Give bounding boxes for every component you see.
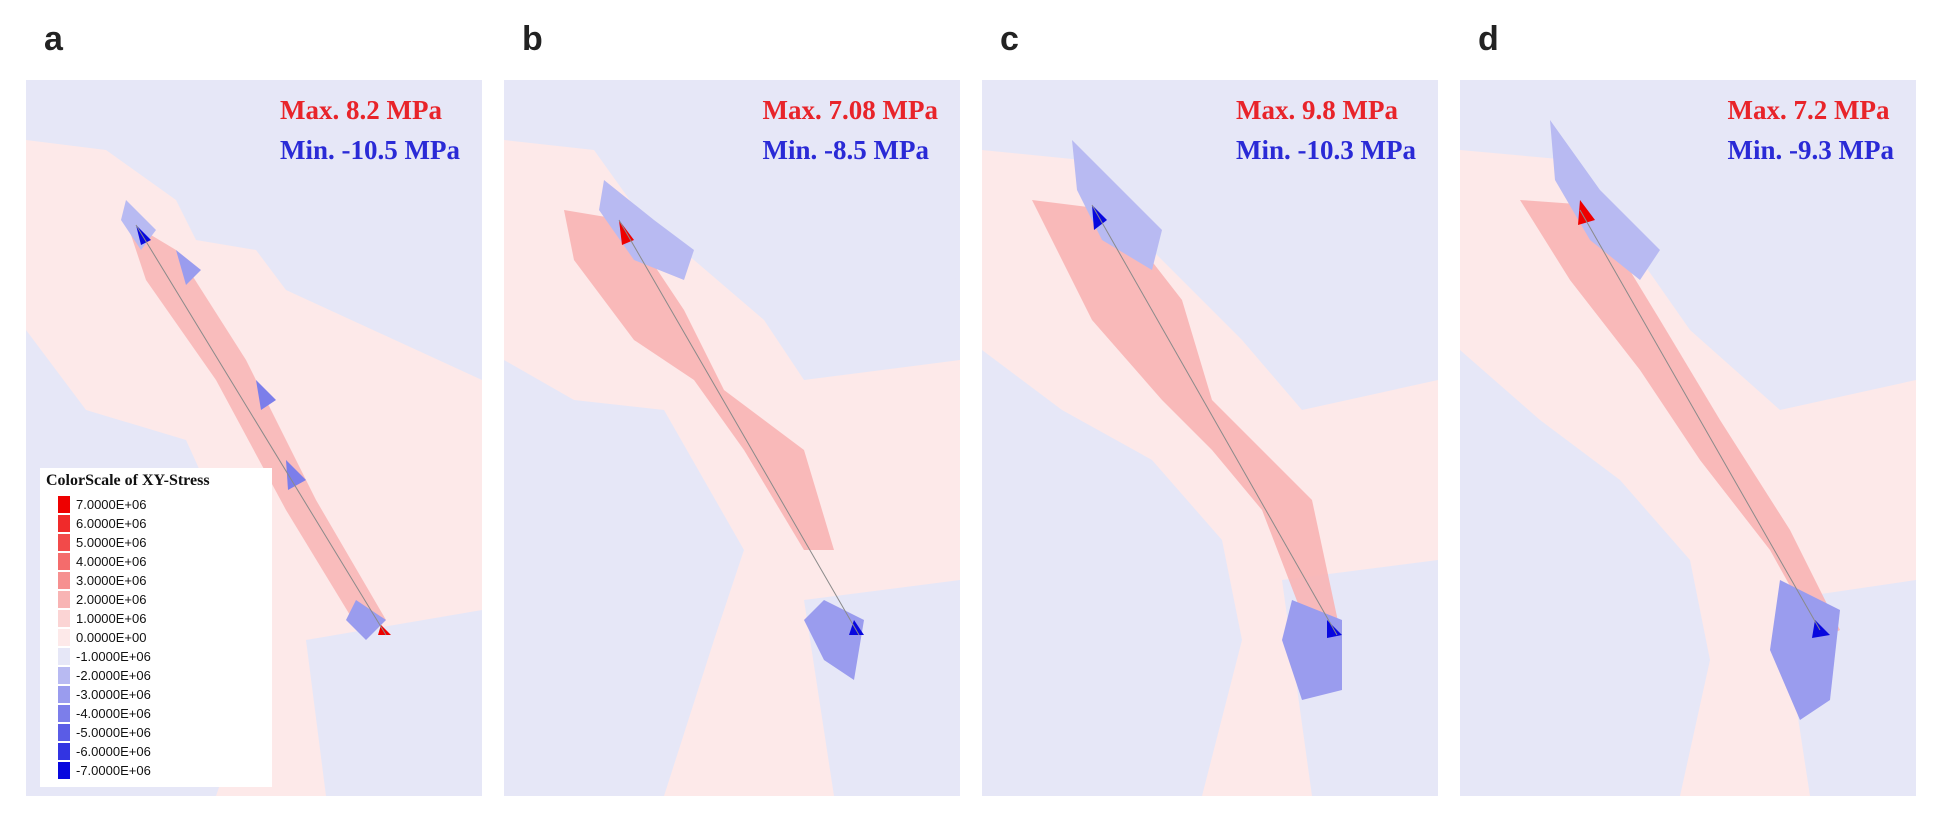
min-stress-label: Min. -10.3 MPa bbox=[1236, 135, 1416, 165]
legend-swatch bbox=[58, 648, 70, 665]
legend-swatch bbox=[58, 705, 70, 722]
max-stress-label: Max. 7.08 MPa bbox=[762, 95, 938, 125]
stress-map-panel-c: Max. 9.8 MPa Min. -10.3 MPa bbox=[982, 80, 1438, 796]
legend-swatch bbox=[58, 686, 70, 703]
color-scale-legend: ColorScale of XY-Stress 7.0000E+06 6.0000… bbox=[40, 468, 272, 787]
stress-field-c bbox=[982, 100, 1438, 796]
legend-swatch bbox=[58, 724, 70, 741]
panel-label-c: c bbox=[1000, 20, 1019, 58]
legend-swatch bbox=[58, 743, 70, 760]
stress-map-panel-a: Max. 8.2 MPa Min. -10.5 MPa ColorScale o… bbox=[26, 80, 482, 796]
legend-label: 6.0000E+06 bbox=[76, 516, 147, 531]
legend-swatch bbox=[58, 553, 70, 570]
legend-label: 4.0000E+06 bbox=[76, 554, 147, 569]
legend-label: -2.0000E+06 bbox=[76, 668, 151, 683]
legend-swatch bbox=[58, 572, 70, 589]
legend-label: -5.0000E+06 bbox=[76, 725, 151, 740]
legend-swatch bbox=[58, 534, 70, 551]
legend-label: -6.0000E+06 bbox=[76, 744, 151, 759]
stress-map-panel-b: Max. 7.08 MPa Min. -8.5 MPa bbox=[504, 80, 960, 796]
panel-label-d: d bbox=[1478, 20, 1499, 58]
min-stress-label: Min. -8.5 MPa bbox=[762, 135, 930, 165]
stress-map-panel-d: Max. 7.2 MPa Min. -9.3 MPa bbox=[1460, 80, 1916, 796]
max-stress-label: Max. 9.8 MPa bbox=[1236, 95, 1398, 125]
legend-swatch bbox=[58, 667, 70, 684]
legend-label: 3.0000E+06 bbox=[76, 573, 147, 588]
min-stress-label: Min. -10.5 MPa bbox=[280, 135, 460, 165]
legend-label: -4.0000E+06 bbox=[76, 706, 151, 721]
legend-swatch bbox=[58, 515, 70, 532]
max-stress-label: Max. 7.2 MPa bbox=[1727, 95, 1890, 125]
legend-label: 5.0000E+06 bbox=[76, 535, 147, 550]
legend-swatch bbox=[58, 496, 70, 513]
stress-field-d bbox=[1460, 100, 1916, 796]
stress-range-c: Max. 9.8 MPa Min. -10.3 MPa bbox=[1236, 90, 1416, 170]
max-stress-label: Max. 8.2 MPa bbox=[280, 95, 442, 125]
legend-title: ColorScale of XY-Stress bbox=[46, 472, 210, 489]
legend-swatch bbox=[58, 629, 70, 646]
legend-label: 7.0000E+06 bbox=[76, 497, 147, 512]
legend-label: -3.0000E+06 bbox=[76, 687, 151, 702]
legend-swatch bbox=[58, 762, 70, 779]
legend-label: -1.0000E+06 bbox=[76, 649, 151, 664]
panel-label-b: b bbox=[522, 20, 543, 58]
stress-field-b bbox=[504, 100, 960, 796]
legend-label: 0.0000E+00 bbox=[76, 630, 147, 645]
legend-label: 1.0000E+06 bbox=[76, 611, 147, 626]
stress-range-a: Max. 8.2 MPa Min. -10.5 MPa bbox=[280, 90, 460, 170]
stress-range-b: Max. 7.08 MPa Min. -8.5 MPa bbox=[763, 90, 938, 170]
legend-label: 2.0000E+06 bbox=[76, 592, 147, 607]
min-stress-label: Min. -9.3 MPa bbox=[1727, 135, 1894, 165]
panel-label-a: a bbox=[44, 20, 63, 58]
stress-range-d: Max. 7.2 MPa Min. -9.3 MPa bbox=[1728, 90, 1894, 170]
legend-label: -7.0000E+06 bbox=[76, 763, 151, 778]
legend-swatch bbox=[58, 591, 70, 608]
legend-swatch bbox=[58, 610, 70, 627]
